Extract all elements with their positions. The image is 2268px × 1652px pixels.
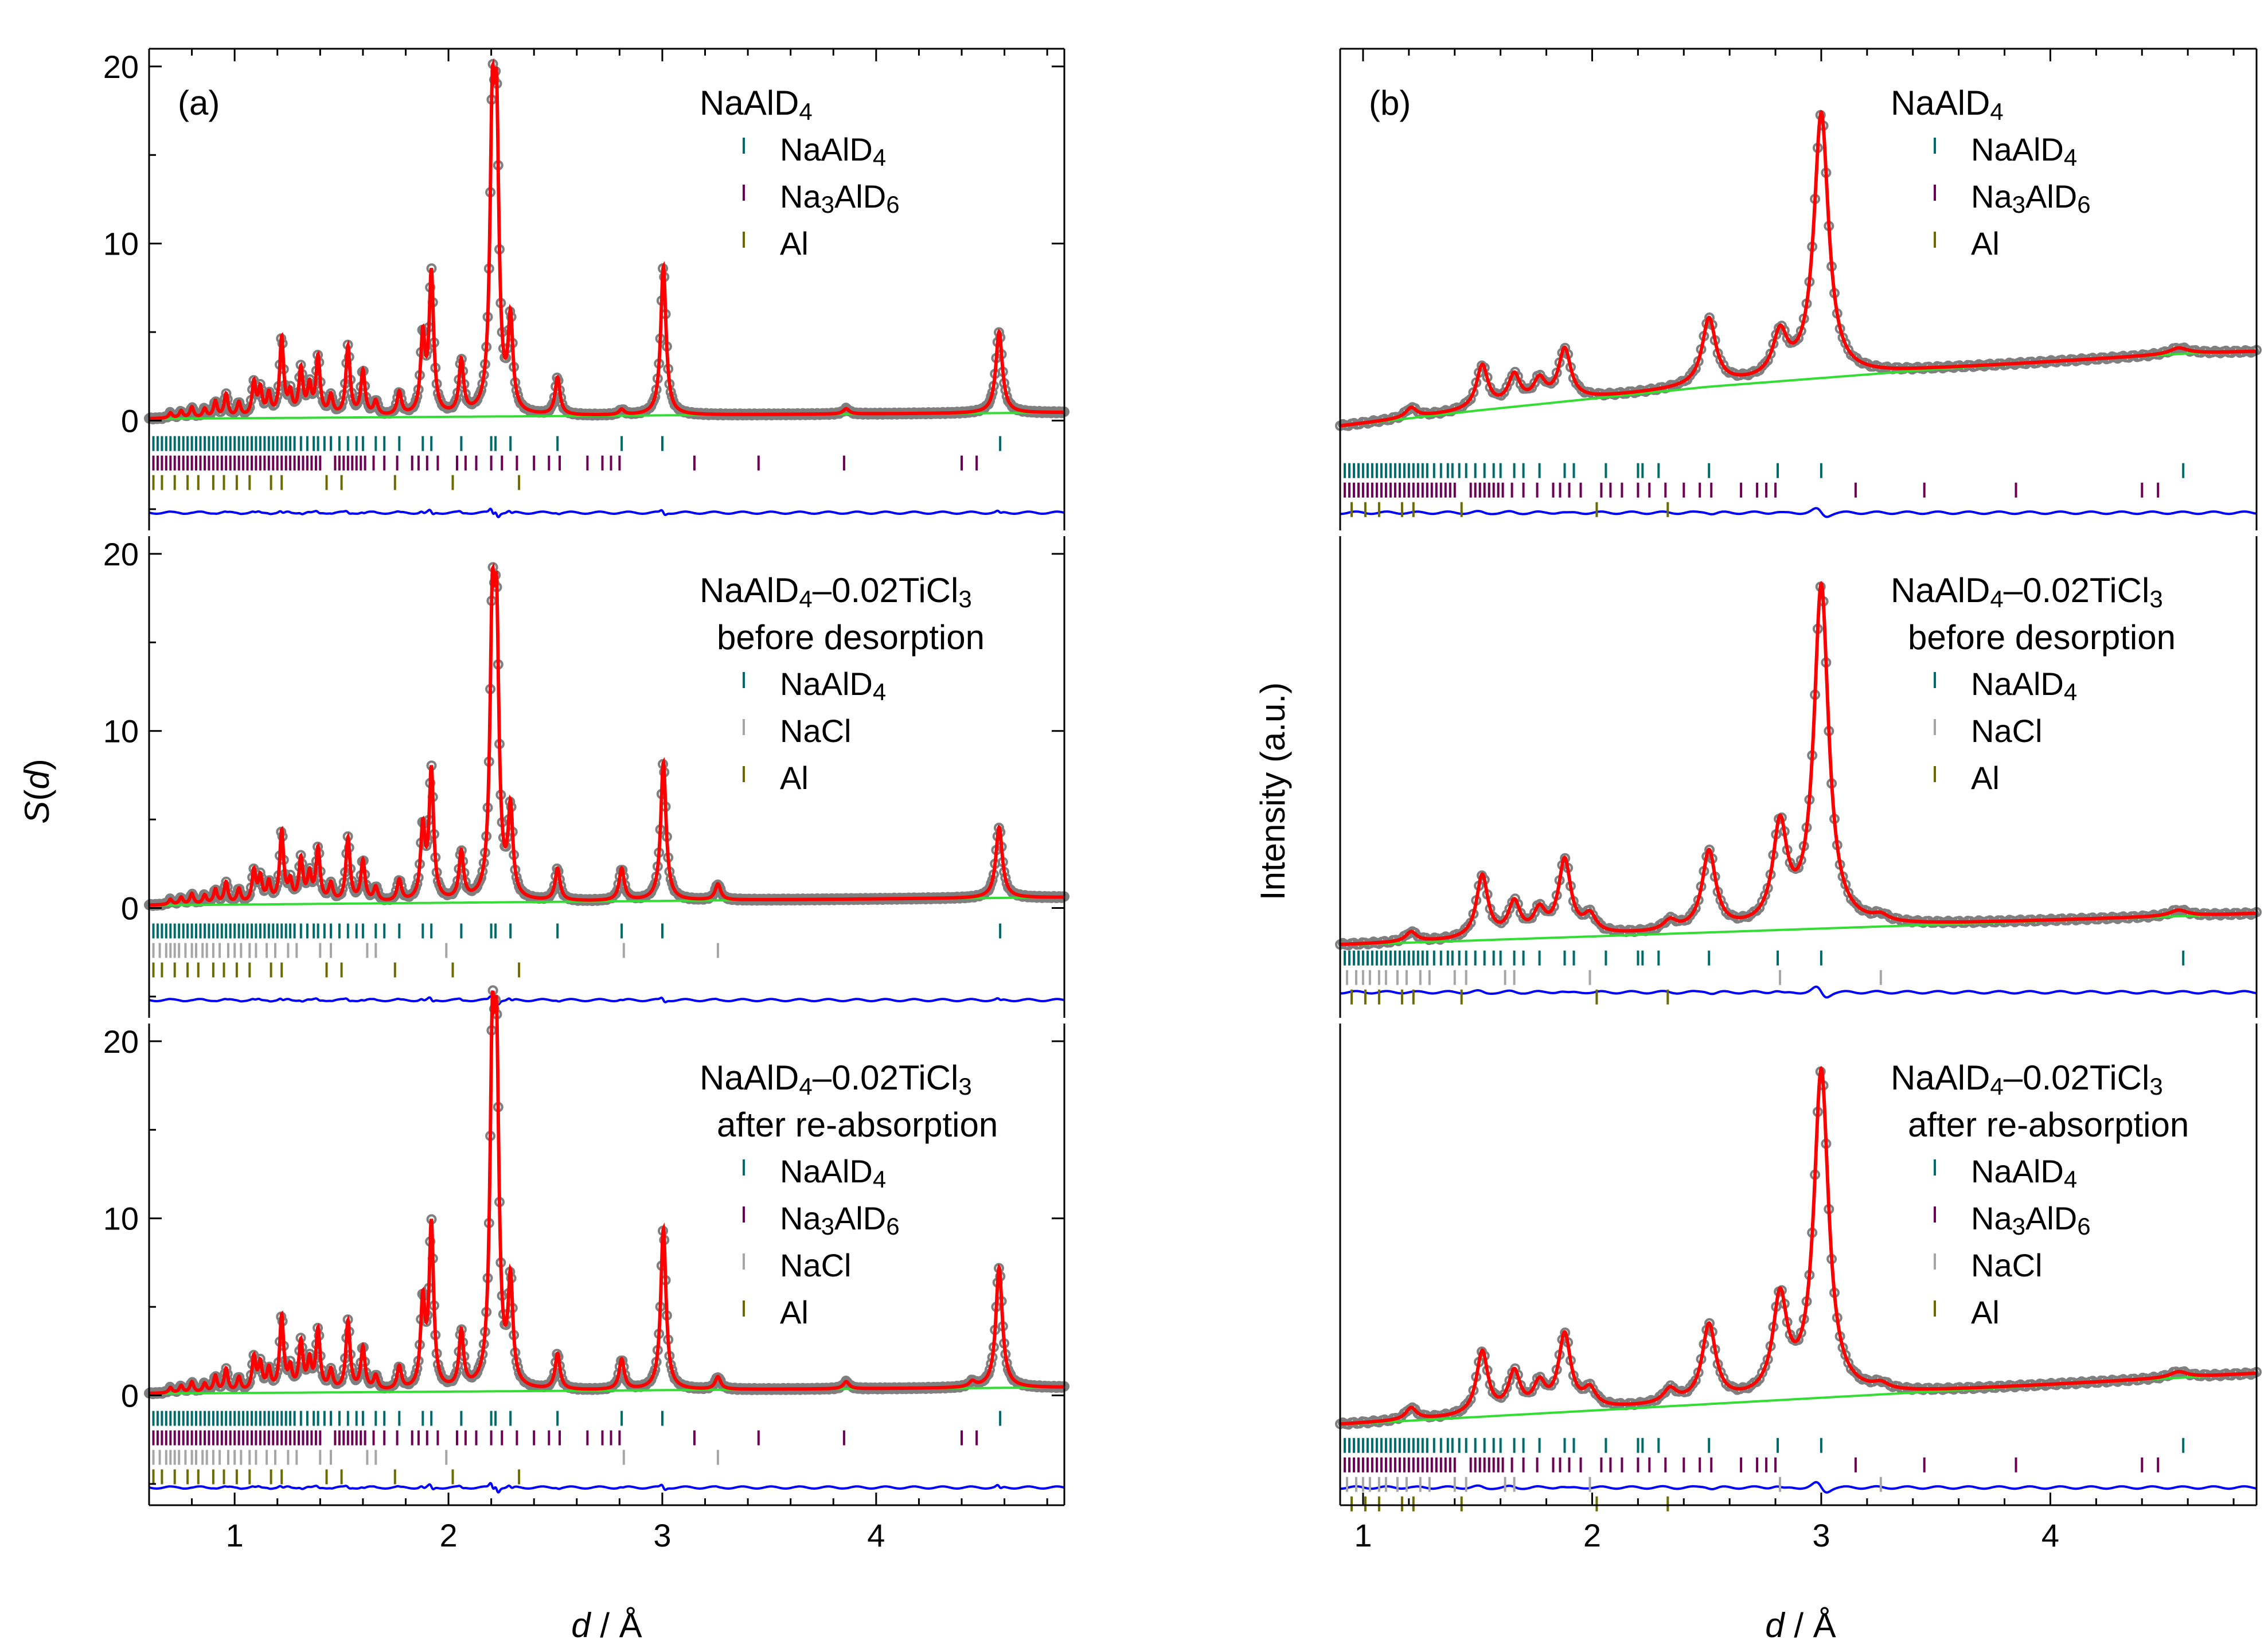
legend-title-a1: NaAlD4 [700, 84, 813, 125]
y-tick-label: 20 [103, 1024, 139, 1060]
reflection-ticks-NaAlD4-a2 [152, 923, 1002, 939]
y-tick-label: 10 [103, 713, 139, 749]
panel-tag-b: (b) [1369, 84, 1411, 122]
reflection-ticks-Al-a1 [152, 475, 521, 490]
calculated-line-a2 [149, 562, 1064, 907]
panel-tag-a: (a) [178, 84, 220, 122]
calculated-line-a1 [149, 58, 1064, 420]
legend-label-Na3AlD6: Na3AlD6 [1971, 178, 2091, 218]
legend-label-Al: Al [780, 760, 809, 796]
legend-label-NaAlD4: NaAlD4 [780, 666, 886, 705]
difference-line-a2 [149, 995, 1065, 1006]
legend-label-NaAlD4: NaAlD4 [1971, 1153, 2077, 1193]
legend-label-NaAlD4: NaAlD4 [780, 1153, 886, 1193]
panel-a1: 0 10 20 (a) NaAlD4 NaAlD4 Na3AlD6 Al [103, 48, 1069, 530]
right-xlabel: d / Å [1765, 1606, 1836, 1645]
legend-label-Na3AlD6: Na3AlD6 [780, 1200, 900, 1240]
x-tick-label: 3 [1812, 1517, 1830, 1553]
x-tick-label: 1 [1354, 1517, 1372, 1553]
legend-label-Al: Al [780, 1294, 809, 1330]
y-tick-label: 0 [121, 891, 139, 927]
x-tick-label: 2 [439, 1517, 457, 1553]
legend-title-a3: NaAlD4–0.02TiCl3 [700, 1059, 972, 1100]
legend-label-Na3AlD6: Na3AlD6 [780, 178, 900, 218]
legend-subtitle-a3: after re-absorption [717, 1106, 998, 1144]
panel-a3: 0 10 20 1 2 3 4 NaAlD4–0.02TiCl3 after re-absorp… [103, 985, 1069, 1553]
legend-subtitle-b3: after re-absorption [1908, 1106, 2189, 1144]
right-ylabel: Intensity (a.u.) [1254, 682, 1292, 900]
legend-label-NaAlD4: NaAlD4 [1971, 131, 2077, 171]
legend-title-b2: NaAlD4–0.02TiCl3 [1891, 571, 2163, 612]
legend-label-Na3AlD6: Na3AlD6 [1971, 1200, 2091, 1240]
left-ylabel: S(d) [18, 759, 56, 823]
x-tick-label: 2 [1583, 1517, 1601, 1553]
legend-label-NaCl: NaCl [780, 1247, 851, 1283]
reflection-ticks-NaCl-a2 [152, 943, 719, 958]
legend-label-Al: Al [1971, 760, 2000, 796]
panel-a2: 0 10 20 NaAlD4–0.02TiCl3 before desorption Na… [103, 536, 1069, 1018]
y-tick-label: 10 [103, 226, 139, 262]
legend-subtitle-a2: before desorption [717, 618, 985, 657]
legend-label-Al: Al [1971, 225, 2000, 261]
legend-label-Al: Al [780, 225, 809, 261]
legend-label-NaAlD4: NaAlD4 [780, 131, 886, 171]
legend-label-Al: Al [1971, 1294, 2000, 1330]
y-tick-label: 20 [103, 49, 139, 85]
legend-label-NaAlD4: NaAlD4 [1971, 666, 2077, 705]
y-tick-label: 20 [103, 536, 139, 572]
legend-title-b1: NaAlD4 [1891, 84, 2004, 125]
reflection-ticks-NaAlD4-a1 [152, 436, 1002, 451]
y-tick-label: 0 [121, 403, 139, 439]
legend-title-b3: NaAlD4–0.02TiCl3 [1891, 1059, 2163, 1100]
legend-label-NaCl: NaCl [1971, 713, 2042, 749]
x-tick-label: 3 [653, 1517, 671, 1553]
x-tick-label: 4 [2041, 1517, 2059, 1553]
left-xlabel: d / Å [571, 1606, 642, 1645]
legend-subtitle-b2: before desorption [1908, 618, 2176, 657]
y-tick-label: 0 [121, 1378, 139, 1414]
legend-label-NaCl: NaCl [1971, 1247, 2042, 1283]
legend-label-NaCl: NaCl [780, 713, 851, 749]
reflection-ticks-Al-a2 [152, 962, 521, 978]
legend-title-a2: NaAlD4–0.02TiCl3 [700, 571, 972, 612]
x-tick-label: 1 [226, 1517, 244, 1553]
y-tick-label: 10 [103, 1201, 139, 1237]
x-tick-label: 4 [867, 1517, 885, 1553]
difference-line-a1 [149, 507, 1065, 518]
reflection-ticks-Na3AlD6-a1 [152, 455, 978, 471]
